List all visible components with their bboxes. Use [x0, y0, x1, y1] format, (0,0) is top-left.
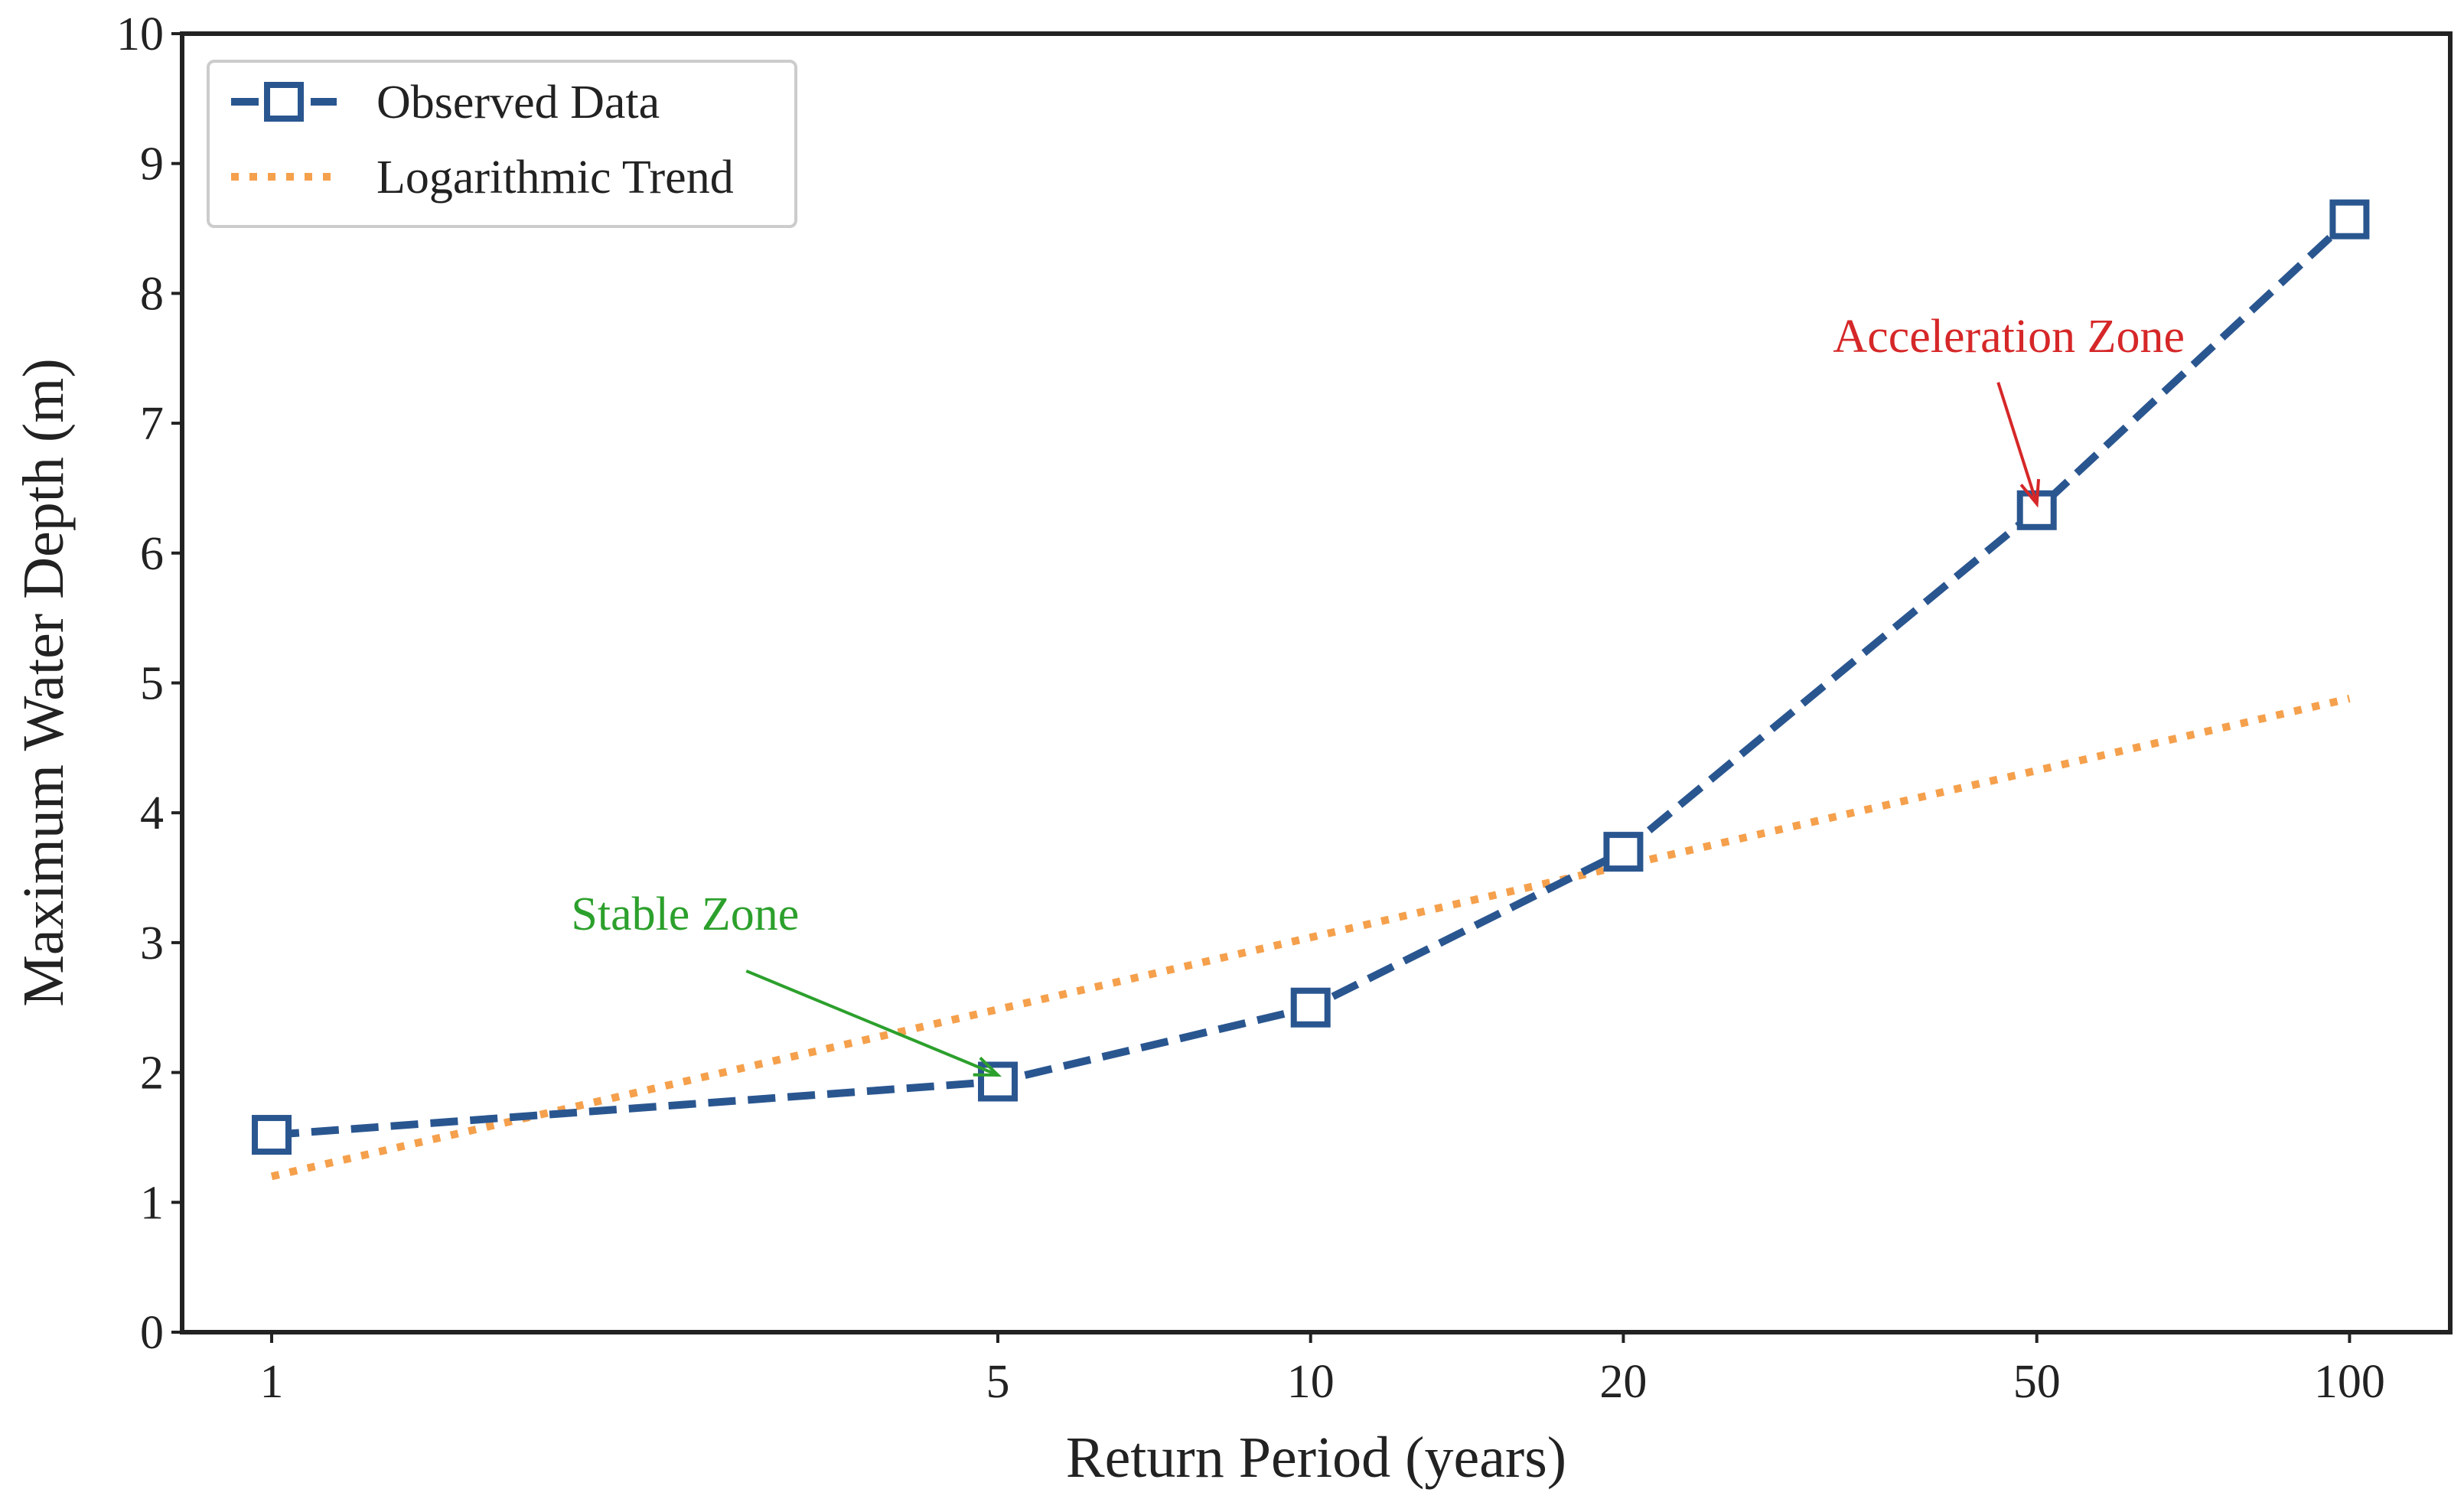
- annotations: Stable Zone Acceleration Zone: [571, 311, 2185, 1077]
- y-tick-label: 7: [140, 398, 164, 450]
- annotation-arrow-head: [2019, 478, 2041, 508]
- data-point-observed: [2329, 199, 2370, 240]
- annotation-arrow-head: [973, 1057, 1002, 1077]
- legend-box: [207, 60, 797, 228]
- legend: Observed Data Logarithmic Trend: [207, 60, 797, 228]
- x-tick-label: 5: [986, 1356, 1010, 1408]
- y-tick-label: 8: [140, 268, 164, 320]
- y-tick-label: 5: [140, 658, 164, 710]
- y-tick-label: 2: [140, 1048, 164, 1100]
- x-tick-label: 50: [2013, 1356, 2061, 1408]
- x-tick-label: 100: [2314, 1356, 2385, 1408]
- annotation-label: Acceleration Zone: [1833, 311, 2185, 363]
- y-tick-label: 4: [140, 787, 164, 839]
- data-point-observed: [2016, 490, 2057, 530]
- y-tick-label: 1: [140, 1177, 164, 1229]
- series-line-observed-data: [271, 217, 2352, 1139]
- x-tick-label: 20: [1599, 1356, 1647, 1408]
- annotation-arrow-shaft: [1996, 382, 2039, 504]
- y-tick-label: 6: [140, 528, 164, 580]
- y-tick-label: 0: [140, 1307, 164, 1359]
- y-tick-label: 9: [140, 138, 164, 191]
- data-point-observed: [1290, 987, 1331, 1028]
- data-point-observed: [252, 1115, 292, 1155]
- y-axis: 0 1 2 3 4 5 6 7 8 9 10: [116, 8, 182, 1359]
- annotation-arrow-shaft: [745, 969, 999, 1077]
- y-axis-label: Maximum Water Depth (m): [11, 358, 76, 1006]
- x-axis: 1 5 10 20 50 100: [260, 1332, 2385, 1408]
- x-tick-label: 1: [260, 1356, 284, 1408]
- plot-area: [252, 199, 2370, 1181]
- x-tick-label: 10: [1287, 1356, 1335, 1408]
- y-tick-label: 3: [140, 917, 164, 969]
- legend-label-observed: Observed Data: [376, 77, 660, 129]
- data-point-observed: [1603, 832, 1644, 872]
- y-tick-label: 10: [116, 8, 164, 60]
- plot-frame: [180, 31, 2453, 1334]
- legend-swatch-observed-marker: [264, 82, 304, 122]
- x-axis-label: Return Period (years): [1066, 1426, 1566, 1490]
- legend-label-trend: Logarithmic Trend: [376, 152, 734, 204]
- annotation-label: Stable Zone: [571, 888, 799, 940]
- series-line-logarithmic-trend: [270, 695, 2351, 1181]
